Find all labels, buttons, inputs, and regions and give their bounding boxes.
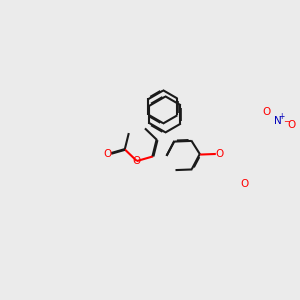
Text: O: O: [133, 156, 141, 166]
Text: O: O: [240, 179, 249, 189]
Text: N: N: [274, 116, 282, 125]
Text: O: O: [287, 120, 295, 130]
Text: +: +: [279, 112, 285, 121]
Text: O: O: [262, 107, 271, 117]
Text: O: O: [103, 149, 111, 159]
Text: −: −: [284, 117, 290, 126]
Text: O: O: [215, 149, 223, 159]
